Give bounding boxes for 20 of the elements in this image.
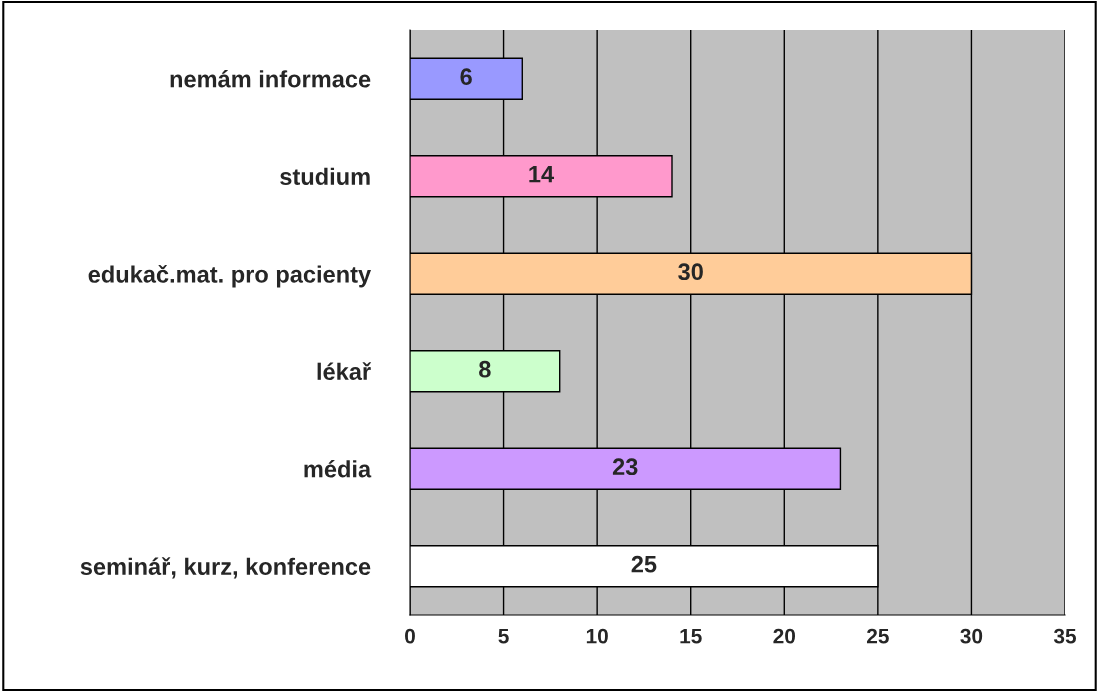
y-tick-label: seminář, kurz, konference xyxy=(80,557,371,579)
data-label: 30 xyxy=(678,263,703,281)
data-label: 14 xyxy=(529,166,555,183)
x-tick-label: 25 xyxy=(866,628,889,644)
y-tick-label: edukač.mat. pro pacienty xyxy=(88,264,372,288)
data-label: 6 xyxy=(460,68,472,86)
x-tick-label: 30 xyxy=(960,628,983,644)
x-tick-label: 5 xyxy=(498,628,509,644)
x-tick-label: 0 xyxy=(405,628,415,644)
y-tick-label: lékař xyxy=(317,362,372,381)
data-label: 23 xyxy=(612,458,638,476)
y-tick-label: média xyxy=(304,459,372,478)
x-tick-label: 10 xyxy=(586,628,608,644)
x-tick-label: 15 xyxy=(680,628,702,644)
x-tick-label: 20 xyxy=(773,628,796,644)
y-tick-label: studium xyxy=(280,167,370,186)
data-label: 8 xyxy=(479,360,491,378)
y-tick-label: nemám informace xyxy=(170,69,371,88)
x-tick-label: 35 xyxy=(1053,628,1077,644)
data-label: 25 xyxy=(631,555,657,573)
